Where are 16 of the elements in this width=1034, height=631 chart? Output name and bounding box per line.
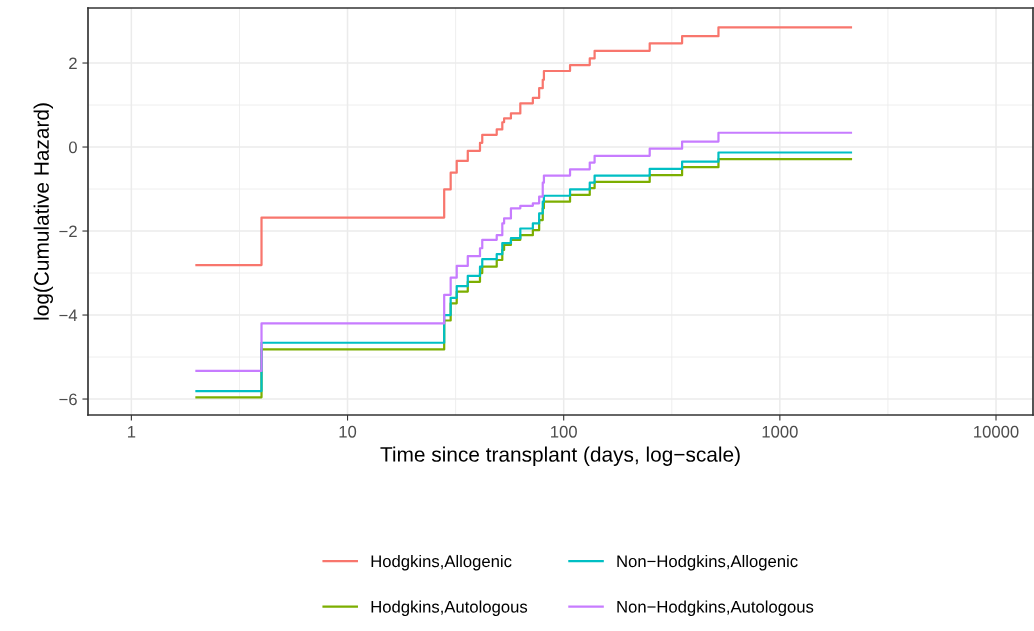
x-tick-label: 10000 (974, 425, 1019, 438)
y-tick-label: 0 (68, 141, 77, 154)
y-tick-label: −6 (59, 393, 77, 406)
x-tick-label: 1 (128, 426, 136, 438)
x-tick-label: 10 (339, 425, 357, 438)
legend-label: Hodgkins,Autologous (371, 600, 528, 616)
y-axis-title: log(Cumulative Hazard) (33, 103, 54, 320)
legend-label: Non−Hodgkins,Allogenic (617, 554, 798, 571)
legend-label: Hodgkins,Allogenic (371, 554, 512, 571)
y-tick-label: 2 (69, 57, 77, 70)
y-tick-label: −4 (59, 309, 78, 322)
legend-label: Non−Hodgkins,Autologous (617, 600, 814, 616)
y-tick-label: −2 (59, 225, 77, 238)
x-tick-label: 100 (551, 425, 577, 438)
x-axis-title: Time since transplant (days, log−scale) (380, 446, 740, 466)
x-tick-label: 1000 (762, 425, 798, 438)
